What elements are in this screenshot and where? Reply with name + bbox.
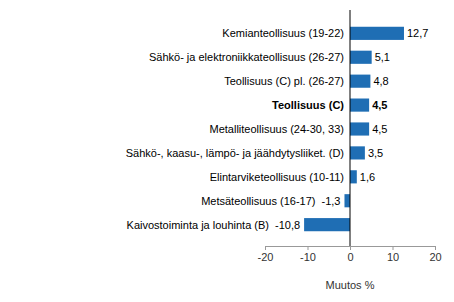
tick: -10: [300, 246, 316, 263]
category-label: Kaivostoiminta ja louhinta (B): [127, 219, 269, 231]
bar: [350, 27, 404, 40]
bar: [350, 146, 365, 159]
data-label: 1,6: [360, 171, 375, 183]
bar: [350, 51, 372, 64]
tick-label: 10: [387, 251, 399, 263]
category-label: Elintarviketeollisuus (10-11): [210, 171, 344, 183]
category-label: Sähkö-, kaasu-, lämpö- ja jäähdytysliike…: [126, 147, 344, 159]
bar: [350, 75, 370, 88]
data-label: 12,7: [407, 27, 428, 39]
data-label: -10,8: [275, 219, 300, 231]
tick-label: 0: [347, 251, 353, 263]
tick-label: -10: [300, 251, 316, 263]
tick-mark: [435, 246, 436, 250]
category-label: Metsäteollisuus (16-17): [201, 195, 315, 207]
tick: -20: [258, 246, 274, 263]
category-label: Sähkö- ja elektroniikkateollisuus (26-27…: [149, 51, 344, 63]
bar: [350, 99, 369, 112]
axis-title: Muutos %: [326, 279, 375, 291]
chart: -20 -10 0 10 20 Muutos % 12,7 Kemianteollisuus …: [0, 0, 454, 302]
category-label: Kemianteollisuus (19-22): [222, 27, 344, 39]
bar: [350, 122, 369, 135]
tick-mark: [265, 246, 266, 250]
tick-mark: [350, 246, 351, 250]
data-label: 3,5: [368, 147, 383, 159]
tick-label: -20: [258, 251, 274, 263]
category-label: Teollisuus (C) pl. (26-27): [224, 75, 344, 87]
zero-line: [350, 10, 351, 246]
x-axis: -20 -10 0 10 20: [258, 246, 442, 263]
bar: [350, 170, 357, 183]
tick-mark: [308, 246, 309, 250]
data-label: -1,3: [322, 195, 341, 207]
bar: [304, 218, 350, 231]
category-label: Teollisuus (C): [272, 99, 344, 111]
category-label: Metalliteollisuus (24-30, 33): [209, 123, 344, 135]
tick: 20: [429, 246, 441, 263]
bar: [344, 194, 350, 207]
data-label: 4,8: [373, 75, 388, 87]
data-label: 4,5: [372, 99, 387, 111]
tick-mark: [393, 246, 394, 250]
labels: 12,7 Kemianteollisuus (19-22) 5,1 Sähkö- ja…: [126, 27, 429, 230]
tick: 0: [347, 246, 353, 263]
tick-label: 20: [429, 251, 441, 263]
axis-line: [266, 247, 436, 251]
data-label: 4,5: [372, 123, 387, 135]
tick: 10: [387, 246, 399, 263]
data-label: 5,1: [375, 51, 390, 63]
